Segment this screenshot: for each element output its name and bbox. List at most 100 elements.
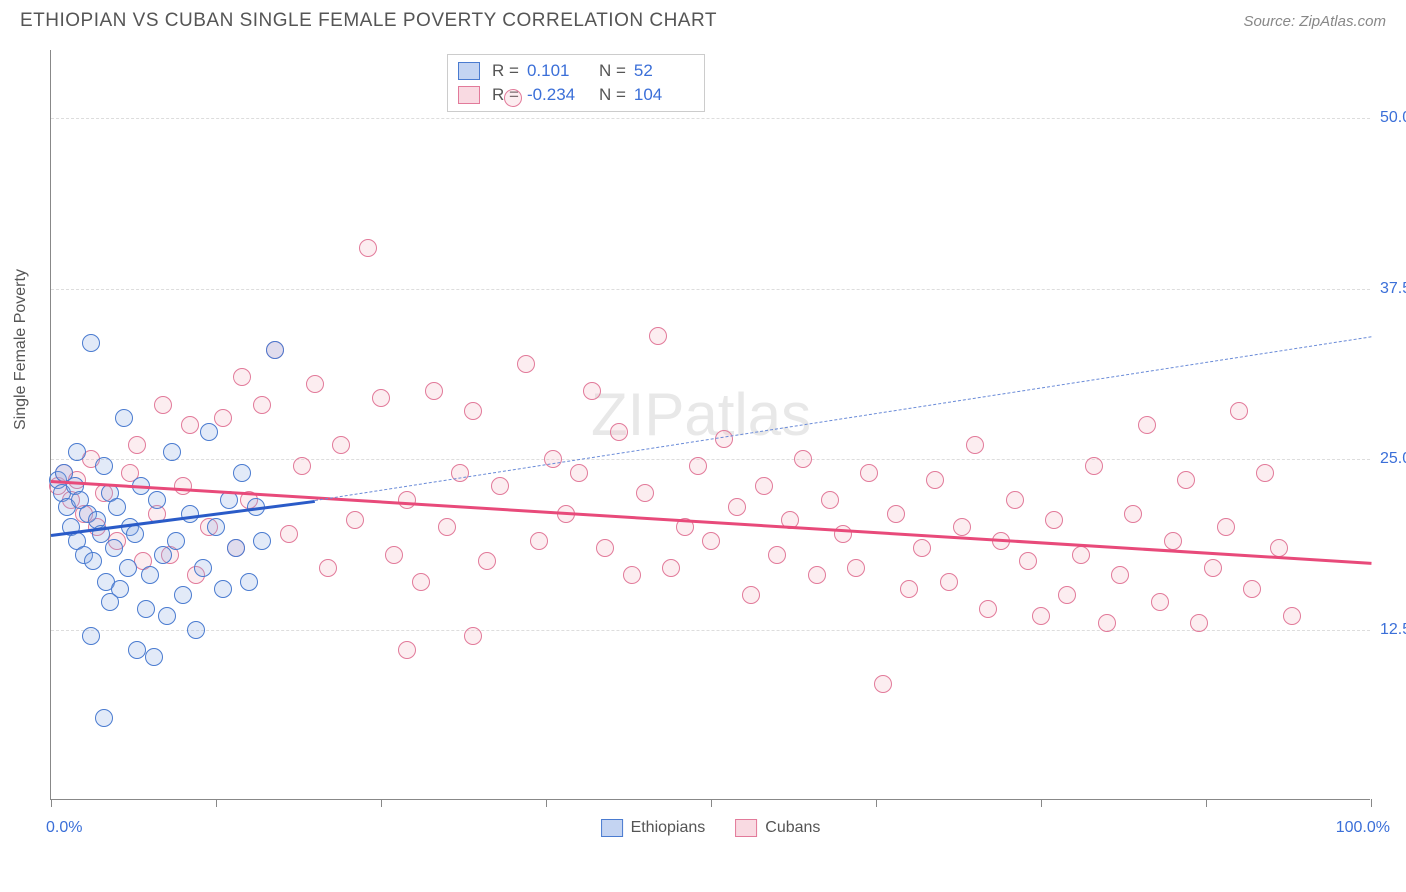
- data-point-cubans: [610, 423, 628, 441]
- data-point-cubans: [1256, 464, 1274, 482]
- x-tick: [1206, 799, 1207, 807]
- gridline: [51, 630, 1370, 631]
- data-point-cubans: [398, 641, 416, 659]
- data-point-ethiopians: [119, 559, 137, 577]
- data-point-ethiopians: [158, 607, 176, 625]
- data-point-ethiopians: [167, 532, 185, 550]
- data-point-cubans: [372, 389, 390, 407]
- data-point-cubans: [860, 464, 878, 482]
- data-point-cubans: [979, 600, 997, 618]
- data-point-cubans: [1019, 552, 1037, 570]
- y-tick-label: 37.5%: [1380, 280, 1406, 298]
- data-point-cubans: [900, 580, 918, 598]
- data-point-ethiopians: [145, 648, 163, 666]
- legend-label-ethiopians: Ethiopians: [631, 819, 706, 837]
- data-point-cubans: [504, 89, 522, 107]
- data-point-cubans: [953, 518, 971, 536]
- data-point-ethiopians: [233, 464, 251, 482]
- data-point-cubans: [214, 409, 232, 427]
- data-point-cubans: [847, 559, 865, 577]
- stats-row-cubans: R =-0.234N =104: [458, 83, 694, 107]
- chart-title: ETHIOPIAN VS CUBAN SINGLE FEMALE POVERTY…: [20, 10, 717, 32]
- data-point-ethiopians: [95, 709, 113, 727]
- gridline: [51, 459, 1370, 460]
- legend-item-cubans: Cubans: [735, 819, 820, 837]
- data-point-cubans: [966, 436, 984, 454]
- data-point-cubans: [755, 477, 773, 495]
- data-point-ethiopians: [68, 443, 86, 461]
- data-point-cubans: [491, 477, 509, 495]
- data-point-ethiopians: [214, 580, 232, 598]
- gridline: [51, 118, 1370, 119]
- data-point-cubans: [1006, 491, 1024, 509]
- data-point-cubans: [1283, 607, 1301, 625]
- data-point-ethiopians: [194, 559, 212, 577]
- data-point-ethiopians: [240, 573, 258, 591]
- stats-row-ethiopians: R =0.101N =52: [458, 59, 694, 83]
- data-point-cubans: [1177, 471, 1195, 489]
- data-point-ethiopians: [128, 641, 146, 659]
- data-point-cubans: [293, 457, 311, 475]
- data-point-ethiopians: [115, 409, 133, 427]
- data-point-cubans: [464, 627, 482, 645]
- swatch-cubans: [458, 86, 480, 104]
- scatter-chart: ZIPatlas R =0.101N =52R =-0.234N =104 Et…: [50, 50, 1370, 800]
- data-point-ethiopians: [137, 600, 155, 618]
- data-point-cubans: [412, 573, 430, 591]
- data-point-ethiopians: [82, 334, 100, 352]
- data-point-cubans: [1190, 614, 1208, 632]
- trend-line-cubans: [51, 480, 1371, 565]
- data-point-cubans: [1270, 539, 1288, 557]
- x-tick: [1371, 799, 1372, 807]
- data-point-ethiopians: [227, 539, 245, 557]
- data-point-ethiopians: [163, 443, 181, 461]
- data-point-cubans: [385, 546, 403, 564]
- data-point-cubans: [636, 484, 654, 502]
- source-attribution: Source: ZipAtlas.com: [1243, 13, 1386, 30]
- n-value-cubans: 104: [634, 83, 694, 107]
- data-point-cubans: [583, 382, 601, 400]
- data-point-cubans: [530, 532, 548, 550]
- x-tick: [381, 799, 382, 807]
- y-tick-label: 25.0%: [1380, 450, 1406, 468]
- data-point-cubans: [233, 368, 251, 386]
- data-point-cubans: [1085, 457, 1103, 475]
- data-point-cubans: [154, 396, 172, 414]
- n-label: N =: [599, 83, 626, 107]
- data-point-cubans: [1164, 532, 1182, 550]
- data-point-cubans: [280, 525, 298, 543]
- data-point-cubans: [253, 396, 271, 414]
- gridline: [51, 289, 1370, 290]
- data-point-ethiopians: [174, 586, 192, 604]
- n-label: N =: [599, 59, 626, 83]
- data-point-cubans: [689, 457, 707, 475]
- data-point-cubans: [913, 539, 931, 557]
- data-point-cubans: [1124, 505, 1142, 523]
- data-point-cubans: [1151, 593, 1169, 611]
- data-point-cubans: [1098, 614, 1116, 632]
- data-point-cubans: [887, 505, 905, 523]
- y-tick-label: 12.5%: [1380, 621, 1406, 639]
- y-tick-label: 50.0%: [1380, 109, 1406, 127]
- data-point-ethiopians: [95, 457, 113, 475]
- correlation-stats-box: R =0.101N =52R =-0.234N =104: [447, 54, 705, 112]
- y-axis-label: Single Female Poverty: [12, 269, 30, 430]
- data-point-cubans: [1058, 586, 1076, 604]
- legend-item-ethiopians: Ethiopians: [601, 819, 706, 837]
- x-axis-max-label: 100.0%: [1336, 819, 1390, 837]
- data-point-cubans: [359, 239, 377, 257]
- data-point-ethiopians: [126, 525, 144, 543]
- data-point-ethiopians: [266, 341, 284, 359]
- data-point-cubans: [702, 532, 720, 550]
- data-point-cubans: [425, 382, 443, 400]
- data-point-cubans: [1230, 402, 1248, 420]
- x-axis-min-label: 0.0%: [46, 819, 82, 837]
- data-point-ethiopians: [154, 546, 172, 564]
- data-point-cubans: [438, 518, 456, 536]
- data-point-ethiopians: [105, 539, 123, 557]
- data-point-ethiopians: [253, 532, 271, 550]
- data-point-cubans: [544, 450, 562, 468]
- data-point-cubans: [181, 416, 199, 434]
- data-point-cubans: [306, 375, 324, 393]
- x-tick: [876, 799, 877, 807]
